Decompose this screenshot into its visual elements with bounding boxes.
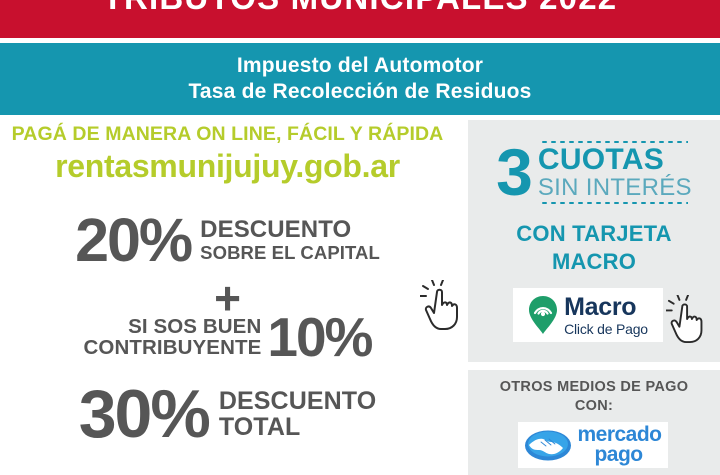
card-issuer-line2: MACRO [551,248,637,274]
discount-good-taxpayer-label: SI SOS BUEN CONTRIBUYENTE [84,316,262,359]
card-issuer-line1: CON TARJETA [516,221,672,246]
mercadopago-logo-text: mercado pago [577,422,662,466]
discount-good-taxpayer-line1: SI SOS BUEN [128,314,262,338]
hand-pointer-click-icon [666,295,703,343]
pay-online-heading: PAGÁ DE MANERA ON LINE, FÁCIL Y RÁPIDA [11,123,444,145]
dotted-rule-top [539,140,688,144]
macro-logo-text: Macro Click de Pago [564,292,648,337]
mercadopago-handshake-icon [525,430,572,460]
discount-good-taxpayer-percent: 10% [267,306,373,368]
macro-tagline: Click de Pago [564,320,648,337]
macro-brand-name: Macro [564,292,637,321]
card-issuer-text: CON TARJETA MACRO [468,220,720,275]
discount-total-label: DESCUENTO TOTAL [219,388,376,440]
installments-count: 3 [496,134,533,209]
other-methods-heading: OTROS MEDIOS DE PAGO CON: [468,378,720,416]
macro-wifi-pin-icon [529,296,558,334]
header-red-band: TRIBUTOS MUNICIPALES 2022 [0,0,720,38]
installments-card: 3 CUOTAS SIN INTERÉS CON TARJETA MACRO [468,120,720,362]
mercadopago-word-1: mercado [577,422,662,446]
mercadopago-logo[interactable]: mercado pago [518,422,668,468]
discount-capital-percent: 20% [75,206,193,274]
plus-sign: + [214,272,241,324]
discount-total-row: 30% DESCUENTO TOTAL [0,376,455,452]
discounts-panel: PAGÁ DE MANERA ON LINE, FÁCIL Y RÁPIDA r… [0,115,458,475]
installments-no-interest: SIN INTERÉS [537,174,692,201]
discount-capital-label-line2: SOBRE EL CAPITAL [200,241,380,263]
discount-capital-row: 20% DESCUENTO SOBRE EL CAPITAL [0,206,455,274]
hand-pointer-click-icon [420,280,458,330]
subtitle-line-2: Tasa de Recolección de Residuos [188,80,532,103]
header-teal-band: Impuesto del Automotor Tasa de Recolecci… [0,43,720,115]
other-methods-line1: OTROS MEDIOS DE PAGO [499,379,689,395]
installments-word: CUOTAS [537,143,665,176]
discount-total-percent: 30% [78,376,211,452]
discount-total-label-line1: DESCUENTO [218,387,377,416]
discount-good-taxpayer-row: SI SOS BUEN CONTRIBUYENTE 10% [0,306,455,368]
macro-logo[interactable]: Macro Click de Pago [513,288,663,342]
installments-headline: 3 CUOTAS SIN INTERÉS [468,134,720,209]
other-payment-methods-card: OTROS MEDIOS DE PAGO CON: mercado pago [468,370,720,475]
mercadopago-word-2: pago [594,443,643,466]
installments-text-block: CUOTAS SIN INTERÉS [537,138,692,206]
other-methods-line2: CON: [574,397,614,414]
dotted-rule-bottom [539,201,688,206]
discount-capital-label-line1: DESCUENTO [200,215,352,243]
discount-total-label-line2: TOTAL [218,413,301,442]
discount-good-taxpayer-line2: CONTRIBUYENTE [83,336,262,360]
subtitle-line-1: Impuesto del Automotor [236,54,484,78]
discount-capital-label: DESCUENTO SOBRE EL CAPITAL [200,215,380,263]
page-title: TRIBUTOS MUNICIPALES 2022 [103,0,618,14]
website-url-link[interactable]: rentasmunijujuy.gob.ar [55,148,400,184]
header-divider [0,38,720,43]
